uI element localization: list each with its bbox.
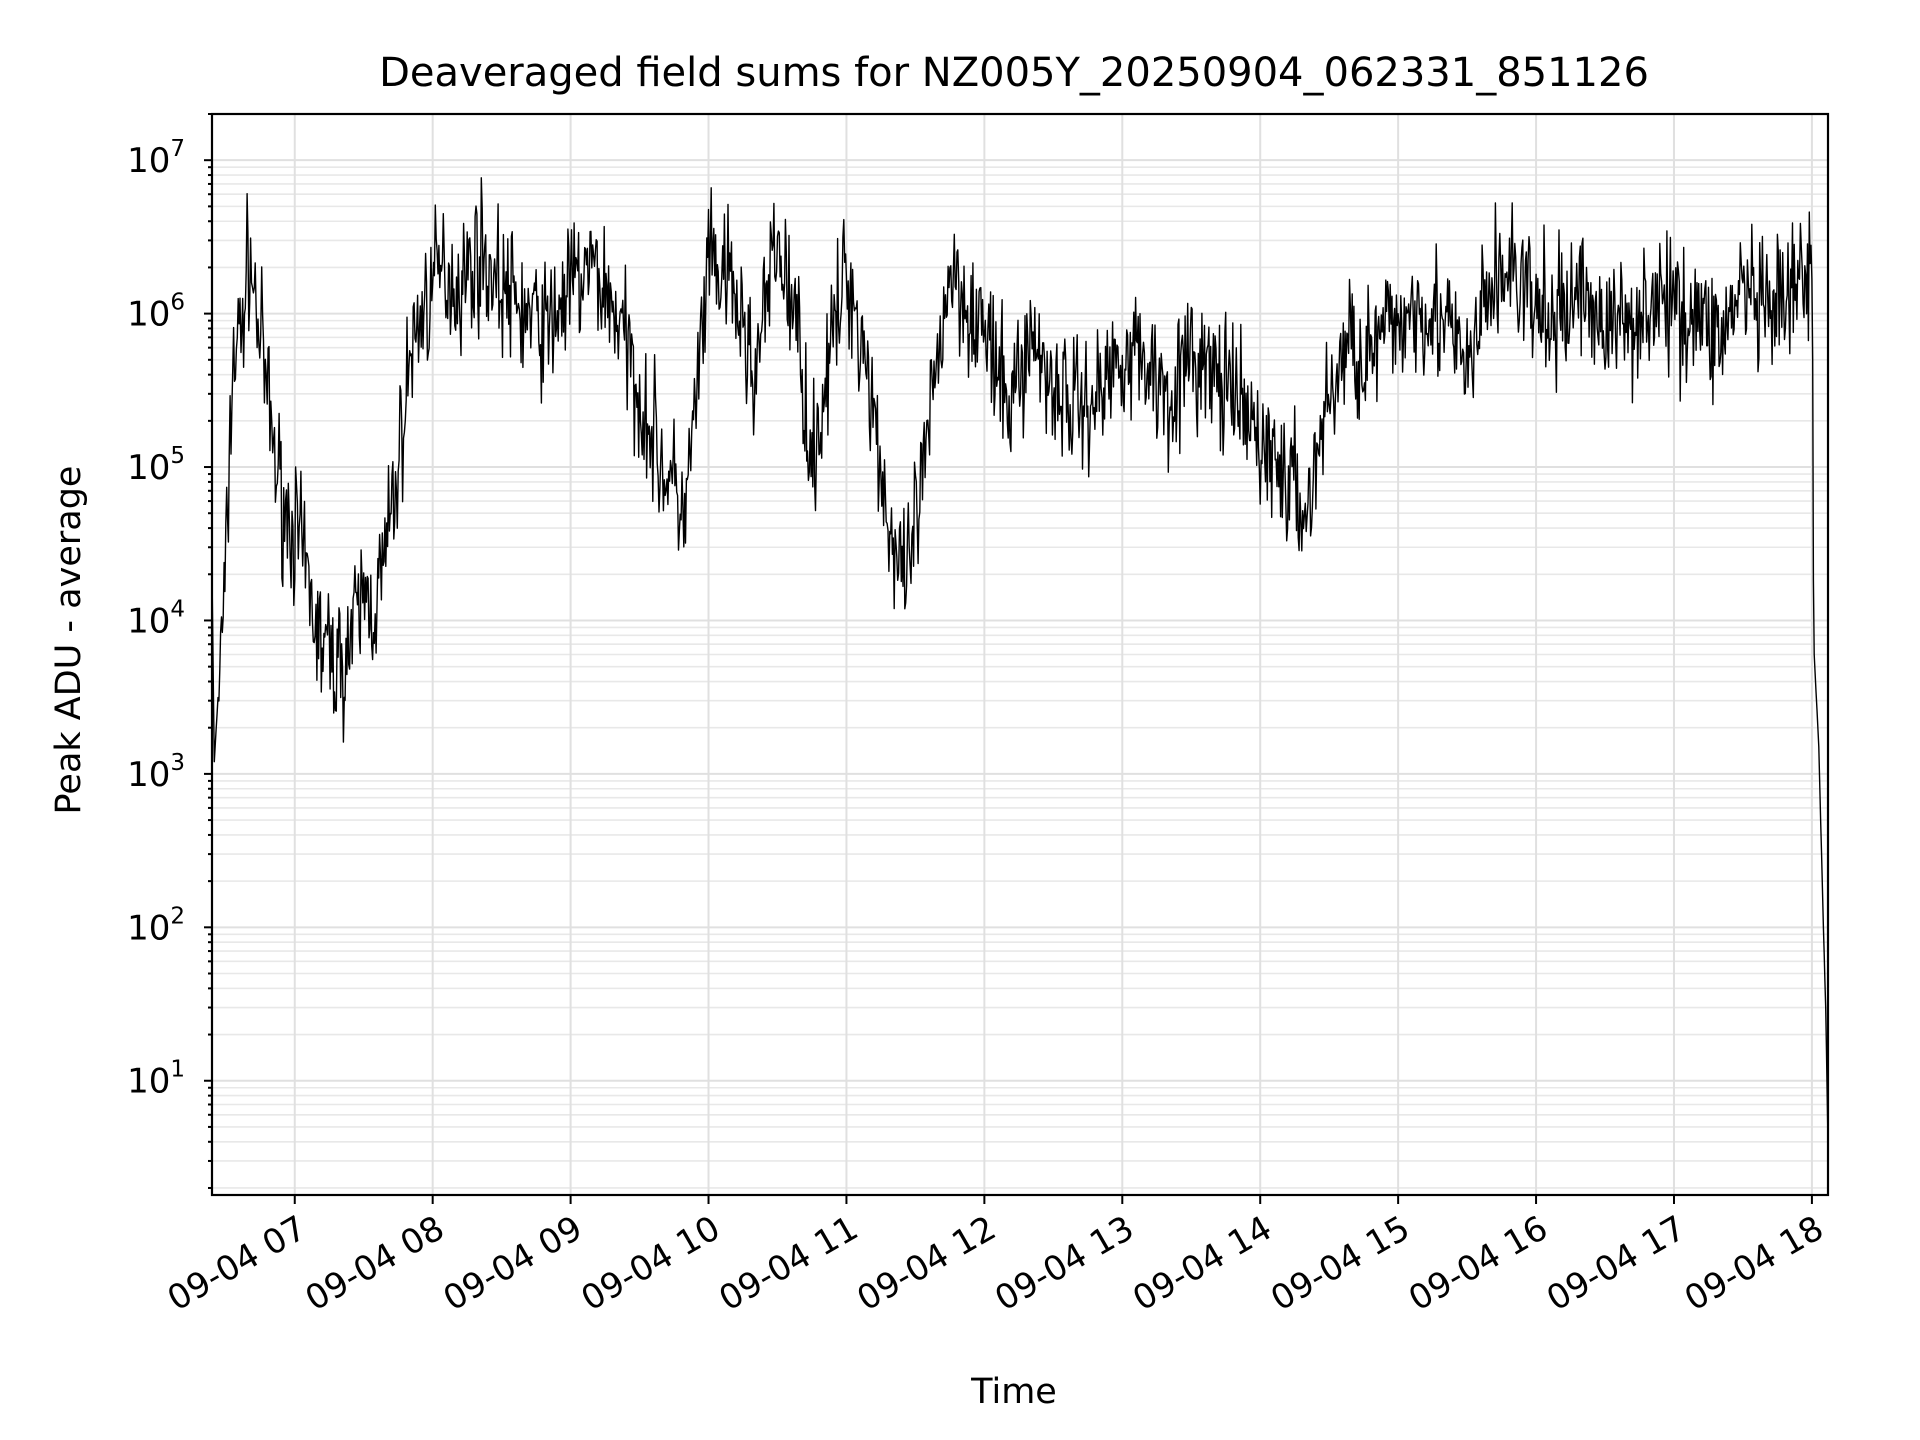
x-tick-label: 09-04 10 bbox=[575, 1208, 727, 1319]
x-tick-label: 09-04 16 bbox=[1402, 1208, 1554, 1319]
x-tick-label: 09-04 18 bbox=[1678, 1208, 1830, 1319]
y-tick-label: 103 bbox=[127, 750, 185, 795]
x-tick-label: 09-04 09 bbox=[437, 1208, 589, 1319]
x-tick-label: 09-04 12 bbox=[850, 1208, 1002, 1319]
grid bbox=[212, 113, 1828, 1195]
x-tick-label: 09-04 15 bbox=[1264, 1208, 1416, 1319]
x-tick-label: 09-04 14 bbox=[1126, 1208, 1278, 1319]
x-tick-label: 09-04 11 bbox=[713, 1208, 865, 1319]
series-line bbox=[211, 177, 1829, 1142]
y-axis-label: Peak ADU - average bbox=[49, 466, 89, 815]
x-tick-label: 09-04 08 bbox=[299, 1208, 451, 1319]
y-tick-label: 102 bbox=[127, 903, 185, 948]
y-tick-label: 106 bbox=[127, 290, 185, 335]
x-tick-label: 09-04 07 bbox=[161, 1208, 313, 1319]
series-layer bbox=[211, 177, 1829, 1142]
chart-title: Deaveraged field sums for NZ005Y_2025090… bbox=[379, 50, 1649, 96]
x-axis-label: Time bbox=[970, 1372, 1057, 1412]
y-tick-label: 105 bbox=[127, 443, 185, 488]
y-tick-label: 101 bbox=[127, 1057, 185, 1102]
y-tick-label: 104 bbox=[127, 596, 185, 641]
y-axis: 101 102 103 104 105 106 107 bbox=[127, 113, 212, 1189]
y-tick-label: 107 bbox=[127, 136, 185, 181]
x-tick-label: 09-04 17 bbox=[1540, 1208, 1692, 1319]
x-tick-label: 09-04 13 bbox=[988, 1208, 1140, 1319]
